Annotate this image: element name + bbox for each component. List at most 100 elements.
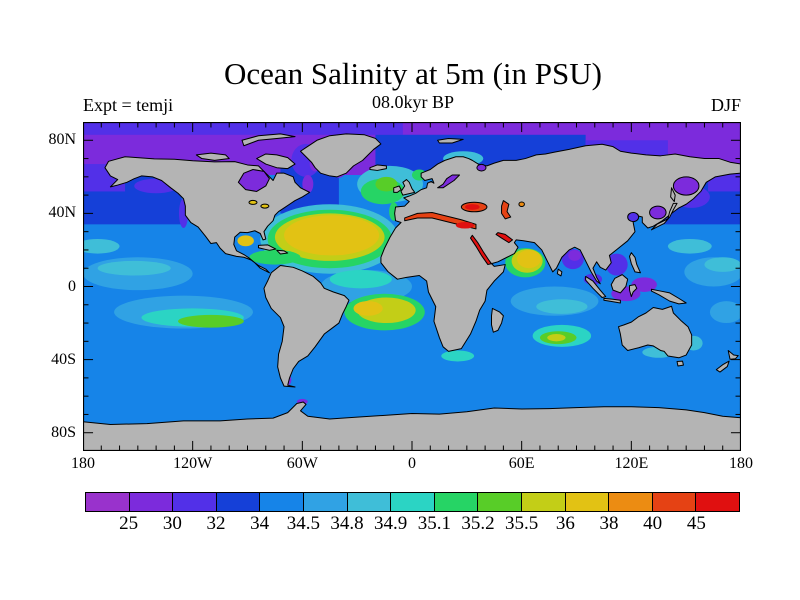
south-indian-core [547,334,566,342]
eq-atlantic-cyan [329,270,392,289]
lon-tick-label: 180 [729,455,753,472]
colorbar-level-label: 35.2 [461,513,495,534]
map-plot [83,122,741,451]
natl-gyre-gold [284,215,380,256]
lon-tick-label: 0 [408,455,416,472]
colorbar-segment-11 [564,493,609,511]
caribbean-green [249,249,301,265]
spac-west-light [709,301,741,324]
colorbar-level-label: 34.8 [330,513,364,534]
great-lake-east [261,204,269,208]
lon-tick-label: 120E [614,455,649,472]
colorbar-segment-13 [651,493,696,511]
indonesia-purple-2 [631,277,657,292]
colorbar-level-label: 25 [119,513,139,534]
bohai-sea-violet [628,212,639,221]
lat-tick-label: 40N [48,204,76,222]
colorbar-level-label: 36 [555,513,575,534]
colorbar-segment-9 [477,493,521,511]
arabian-gold [517,249,541,269]
lon-tick-label: 120W [173,455,213,472]
colorbar-level-label: 40 [643,513,663,534]
agulhas-cyan [441,350,475,362]
mediterranean-sea [405,212,476,228]
land-baffin-island [257,154,295,169]
land-sulawesi [630,285,637,297]
east-mediterranean-red [455,221,475,229]
npac-cyan-west [667,238,712,254]
land-great-britain [401,180,415,196]
colorbar-level-label: 34.5 [286,513,320,534]
colorbar-level-label: 34 [250,513,270,534]
colorbar-level-label: 30 [162,513,182,534]
great-lake-west [249,200,257,204]
land-tasmania [677,361,683,366]
land-australia [619,306,692,358]
white-sea [477,164,486,171]
black-sea-core [465,204,480,210]
figure-title: Ocean Salinity at 5m (in PSU) [224,56,602,91]
lon-tick-label: 180 [71,455,95,472]
caspian-sea [502,201,511,219]
land-cuba [258,245,275,250]
land-japan [651,203,677,230]
land-ellesmere-island [242,134,295,146]
colorbar-segment-7 [390,493,434,511]
land-new-zealand-south [716,361,729,372]
npac-cyan-east [83,238,120,254]
land-ireland [394,186,401,192]
colorbar-level-label: 35.1 [417,513,451,534]
land-iceland [370,165,386,170]
lat-tick-label: 0 [68,277,76,295]
colorbar-segment-4 [259,493,303,511]
land-hispaniola [277,250,288,254]
lon-tick-label: 60E [508,455,535,472]
land-victoria-island [196,153,229,160]
indian-cyan [536,299,588,314]
colorbar-level-label: 32 [206,513,226,534]
land-philippines [630,253,641,273]
south-china-sea-violet [605,253,628,276]
wpac-cyan [704,257,741,272]
land-antarctica [83,402,741,451]
ne-atlantic-yellowgreen [375,176,398,192]
colorbar-segment-5 [302,493,347,511]
lon-tick-label: 60W [286,455,318,472]
land-sumatra [586,276,606,297]
figure-subtitle: 08.0kyr BP [371,92,454,112]
arctic-top-violet [83,122,403,135]
colorbar-level-label: 35.5 [505,513,539,534]
colorbar-segment-8 [433,493,478,511]
world-salinity-map [83,122,741,451]
colorbar-segment-14 [695,493,739,511]
sea-of-japan [650,206,666,219]
lat-tick-label: 80N [48,131,76,149]
spac-green [178,314,244,328]
colorbar-level-label: 45 [686,513,706,534]
bengal-purple [568,249,582,261]
land-south-america [264,265,349,387]
colorbar-segment-0 [86,493,129,511]
land-greenland [301,134,381,177]
season-label: DJF [710,95,741,115]
colorbar-level-label: 34.9 [374,513,408,534]
cpac-cyan [97,260,171,276]
land-java [604,298,620,303]
land-new-zealand-north [728,350,738,359]
aral-sea [519,202,524,206]
baltic-sea [438,175,460,188]
colorbar-segment-3 [215,493,260,511]
colorbar [85,492,740,512]
colorbar-segment-12 [608,493,652,511]
red-sea [470,235,491,264]
land-new-guinea [651,289,686,304]
land-sri-lanka [557,269,562,276]
colorbar-segment-2 [172,493,216,511]
land-borneo [611,275,627,293]
land-svalbard [438,138,464,143]
colorbar-level-label: 38 [599,513,619,534]
land-sakhalin [671,188,676,202]
gulf-of-mexico-gold [237,235,254,247]
persian-gulf [496,233,512,243]
colorbar-segment-10 [520,493,565,511]
